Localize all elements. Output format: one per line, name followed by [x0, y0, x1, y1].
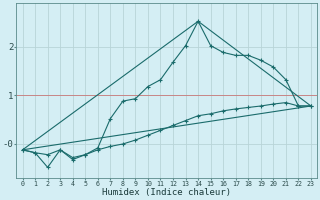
X-axis label: Humidex (Indice chaleur): Humidex (Indice chaleur)	[102, 188, 231, 197]
